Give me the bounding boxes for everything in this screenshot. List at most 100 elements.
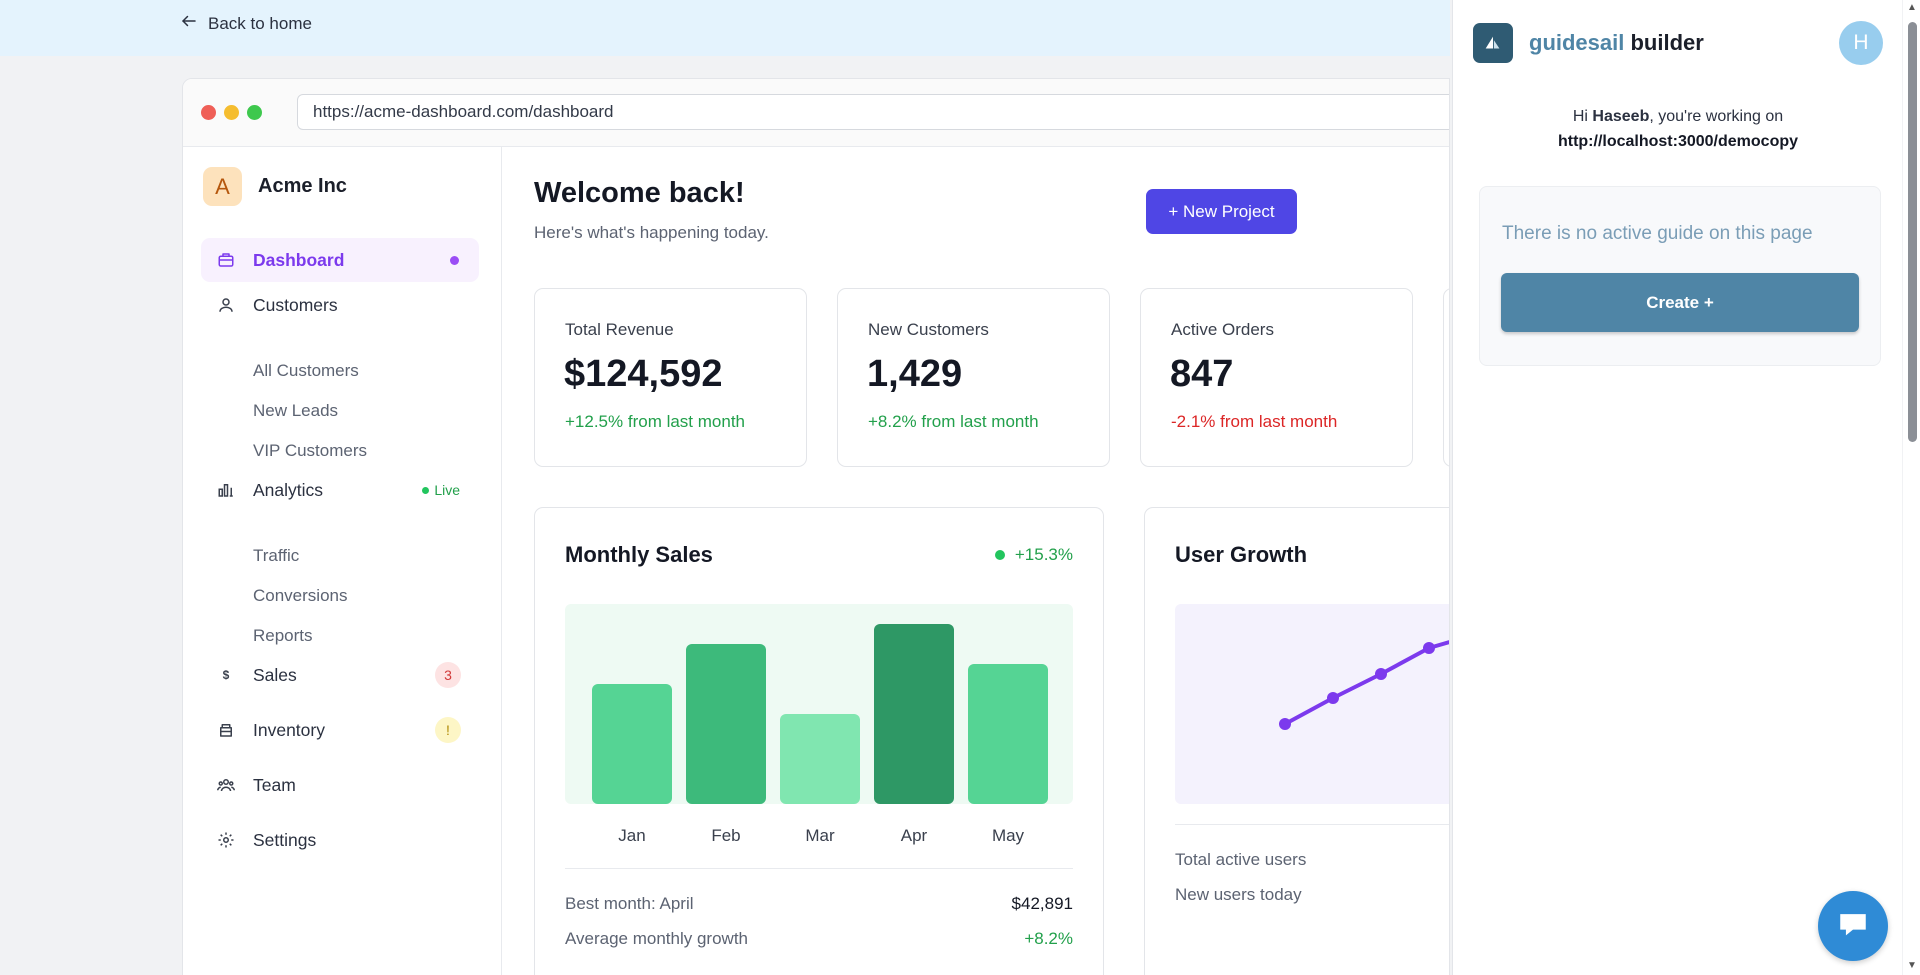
bar-chart-icon (216, 480, 236, 500)
live-badge: Live (422, 482, 460, 498)
scrollbar-thumb[interactable] (1908, 22, 1917, 442)
stat-card-active-orders: Active Orders 847 -2.1% from last month (1140, 288, 1413, 467)
create-guide-button[interactable]: Create + (1501, 273, 1859, 332)
stat-card-partial (1443, 288, 1449, 467)
guide-card: There is no active guide on this page Cr… (1479, 186, 1881, 366)
live-dot (422, 486, 430, 494)
x-tick-label: Jan (618, 826, 646, 845)
no-guide-message: There is no active guide on this page (1502, 223, 1813, 244)
x-tick-label: May (991, 826, 1025, 845)
avg-growth-label: Average monthly growth (565, 929, 749, 948)
user-growth-point (1327, 692, 1339, 704)
new-users-today-label: New users today (1175, 885, 1302, 904)
bar-apr (874, 624, 954, 804)
maximize-window-dot[interactable] (247, 105, 262, 120)
monthly-sales-svg (592, 624, 1048, 804)
stat-change: -2.1% from last month (1171, 412, 1338, 431)
sidebar-subitem-traffic[interactable]: Traffic (253, 546, 300, 565)
close-window-dot[interactable] (201, 105, 216, 120)
user-avatar[interactable]: H (1839, 21, 1883, 65)
new-project-button[interactable]: + New Project (1146, 189, 1297, 234)
address-bar[interactable]: https://acme-dashboard.com/dashboard (297, 94, 1449, 130)
stat-value: $124,592 (564, 353, 723, 395)
growth-value: +15.3% (1014, 545, 1073, 564)
bar-mar (780, 714, 860, 804)
sidebar-item-dashboard[interactable]: Dashboard (201, 238, 479, 282)
sidebar-item-settings[interactable]: Settings (201, 818, 479, 862)
live-label: Live (434, 482, 460, 498)
stat-change: +8.2% from last month (868, 412, 1039, 431)
user-growth-point (1375, 668, 1387, 680)
user-growth-svg (1279, 640, 1449, 730)
bar-feb (686, 644, 766, 804)
user-growth-point (1423, 642, 1435, 654)
greeting-prefix: Hi (1572, 108, 1593, 125)
sidebar: A Acme Inc Dashboard Customers All Custo… (183, 147, 502, 975)
working-url: http://localhost:3000/democopy (1557, 133, 1799, 150)
top-banner: Back to home (0, 0, 1450, 56)
user-growth-chart (1175, 604, 1449, 804)
brand-avatar: A (203, 167, 242, 206)
brand-name: Acme Inc (258, 175, 347, 197)
chat-bubble-icon (1836, 907, 1870, 946)
greeting-suffix: , you're working on (1649, 108, 1784, 125)
growth-dot (994, 550, 1005, 560)
avg-growth-value: +8.2% (1024, 929, 1073, 948)
back-to-home-label: Back to home (208, 13, 312, 33)
stat-label: Total Revenue (565, 320, 674, 339)
sidebar-item-inventory[interactable]: Inventory ! (201, 708, 479, 752)
sidebar-subitem-vip-customers[interactable]: VIP Customers (253, 441, 368, 460)
dollar-icon: $ (222, 668, 230, 682)
x-tick-label: Feb (711, 826, 741, 845)
sidebar-item-team[interactable]: Team (201, 763, 479, 807)
stat-label: Active Orders (1171, 320, 1274, 339)
user-growth-panel: User Growth Total active users New users… (1144, 507, 1449, 975)
scroll-down-arrow[interactable]: ▼ (1907, 960, 1917, 971)
main-content: Welcome back! Here's what's happening to… (503, 147, 1449, 975)
monthly-sales-chart (565, 604, 1073, 804)
sidebar-subitem-conversions[interactable]: Conversions (253, 586, 348, 605)
browser-chrome: https://acme-dashboard.com/dashboard (183, 79, 1449, 147)
minimize-window-dot[interactable] (224, 105, 239, 120)
chat-launcher-button[interactable] (1818, 891, 1888, 961)
builder-logo-text: guidesail builder (1529, 30, 1704, 56)
sail-icon (1473, 23, 1513, 63)
bar-jan (592, 684, 672, 804)
users-icon (216, 775, 236, 795)
stat-value: 847 (1170, 353, 1234, 395)
sidebar-item-customers[interactable]: Customers (201, 283, 479, 327)
inventory-alert-badge: ! (435, 717, 461, 743)
back-to-home-link[interactable]: Back to home (180, 12, 312, 35)
builder-brand-part1: guidesail (1529, 30, 1625, 55)
box-icon (216, 720, 236, 740)
arrow-left-icon (180, 12, 198, 35)
user-name: Haseeb (1592, 108, 1650, 125)
page-title: Welcome back! (534, 177, 745, 209)
sidebar-item-label: Customers (253, 294, 338, 315)
sidebar-subitem-reports[interactable]: Reports (253, 626, 313, 645)
divider (565, 868, 1073, 869)
sidebar-item-analytics[interactable]: Analytics Live (201, 468, 479, 512)
user-growth-point (1279, 718, 1291, 730)
sidebar-item-label: Settings (253, 829, 317, 850)
stat-card-total-revenue: Total Revenue $124,592 +12.5% from last … (534, 288, 807, 467)
sidebar-subitem-all-customers[interactable]: All Customers (253, 361, 359, 380)
sidebar-subitem-new-leads[interactable]: New Leads (253, 401, 339, 420)
x-tick-label: Apr (900, 826, 928, 845)
user-icon (216, 295, 236, 315)
builder-panel: guidesail builder H Hi Haseeb, you're wo… (1452, 0, 1902, 975)
sidebar-item-sales[interactable]: $ Sales 3 (201, 653, 479, 697)
best-month-label: Best month: April (565, 894, 694, 913)
total-active-users-label: Total active users (1175, 850, 1307, 869)
sidebar-item-label: Dashboard (253, 249, 345, 270)
sales-count-badge: 3 (435, 662, 461, 688)
scroll-up-arrow[interactable]: ▲ (1907, 2, 1917, 13)
sales-growth-badge: +15.3% (994, 545, 1073, 565)
sidebar-item-label: Sales (253, 664, 297, 685)
monthly-sales-title: Monthly Sales (565, 542, 713, 567)
gear-icon (216, 830, 236, 850)
briefcase-icon (216, 250, 236, 270)
sidebar-item-label: Team (253, 774, 296, 795)
stat-change: +12.5% from last month (565, 412, 746, 431)
best-month-value: $42,891 (1011, 894, 1073, 913)
